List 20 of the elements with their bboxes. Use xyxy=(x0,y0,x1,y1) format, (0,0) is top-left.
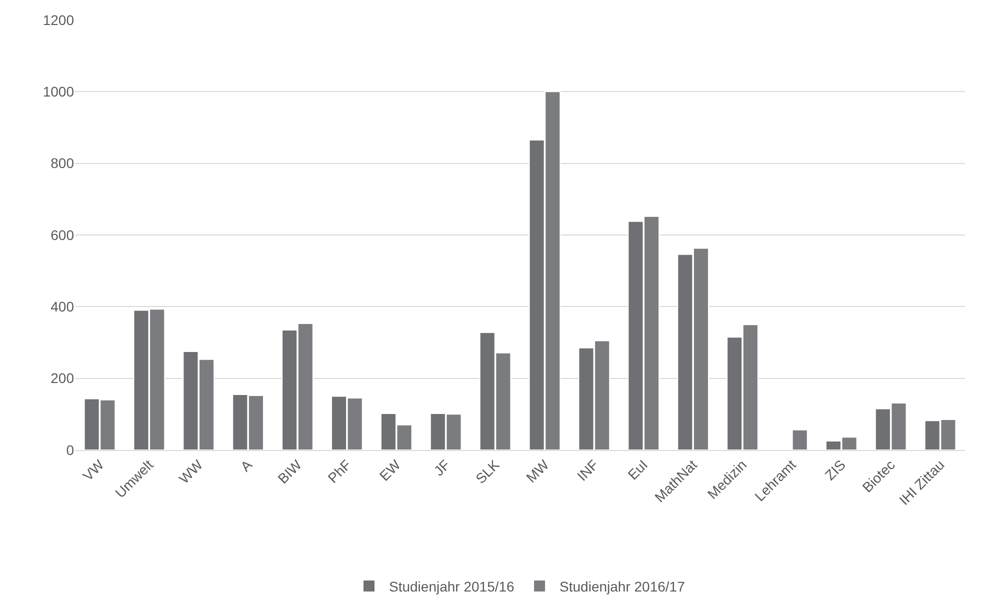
x-tick-label: EW xyxy=(376,456,404,484)
y-tick-label: 1200 xyxy=(42,12,74,28)
x-tick-label: VW xyxy=(80,456,108,484)
y-tick-label: 0 xyxy=(66,442,74,458)
x-tick-label: WW xyxy=(176,456,206,487)
x-tick-label: SLK xyxy=(472,456,503,487)
x-tick-label: JF xyxy=(430,456,453,479)
legend-label: Studienjahr 2015/16 xyxy=(389,578,515,594)
bar xyxy=(792,429,808,450)
x-tick-label: ZIS xyxy=(822,456,848,484)
x-tick-label: A xyxy=(237,456,256,474)
y-tick-label: 400 xyxy=(50,298,74,315)
x-tick-label: EuI xyxy=(624,456,651,483)
y-tick-label: 200 xyxy=(50,370,74,386)
y-tick-label: 1000 xyxy=(42,84,74,100)
x-tick-label: MW xyxy=(522,456,552,486)
y-tick-label: 600 xyxy=(50,226,74,243)
legend-label: Studienjahr 2016/17 xyxy=(560,578,686,594)
y-tick-label: 800 xyxy=(50,155,74,172)
x-tick-label: INF xyxy=(574,456,602,484)
